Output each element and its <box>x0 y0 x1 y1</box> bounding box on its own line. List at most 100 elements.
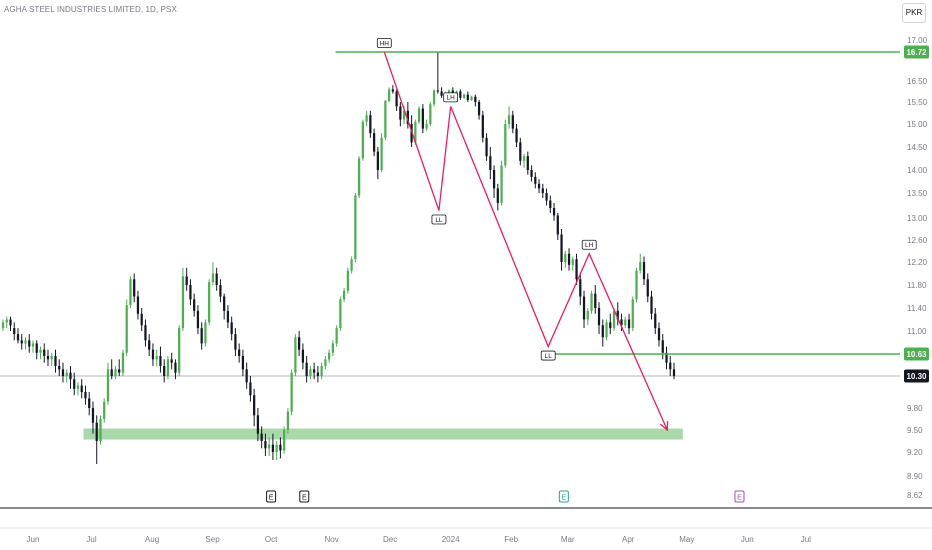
candle-body <box>264 441 267 449</box>
currency-button[interactable]: PKR <box>902 3 926 23</box>
candle-body <box>395 91 398 107</box>
candle-body <box>46 356 50 360</box>
x-tick-label: Apr <box>622 535 635 544</box>
candle-body <box>650 296 653 314</box>
candle-body <box>526 156 529 170</box>
candle-body <box>200 328 203 344</box>
candle-body <box>414 121 417 143</box>
candle-body <box>125 305 128 353</box>
candle-body <box>238 349 241 356</box>
candle-body <box>39 349 42 353</box>
candle-body <box>159 356 162 366</box>
earnings-event-marker <box>734 490 745 503</box>
pattern-label: LL <box>435 217 443 224</box>
candle-body <box>515 128 518 143</box>
x-tick-label: Dec <box>383 535 397 544</box>
candle-body <box>61 369 65 376</box>
x-tick-label: May <box>679 535 694 544</box>
candle-body <box>80 385 83 392</box>
x-tick-label: Nov <box>324 535 338 544</box>
candle-body <box>271 444 275 452</box>
candle-body <box>436 90 439 92</box>
arrow-head <box>659 420 669 432</box>
candle-body <box>114 369 117 376</box>
candle-body <box>447 90 451 94</box>
candle-body <box>534 176 537 184</box>
candle-body <box>665 352 668 363</box>
candle-body <box>597 308 601 326</box>
candle-body <box>402 110 406 120</box>
candle-body <box>5 319 8 323</box>
candle-body <box>260 433 263 441</box>
y-tick-label: 9.50 <box>907 426 923 435</box>
candle-body <box>350 259 353 271</box>
candle-body <box>103 401 106 419</box>
candle-body <box>492 170 496 189</box>
candle-body <box>612 310 616 329</box>
candle-body <box>481 115 484 138</box>
candle-body <box>639 262 642 271</box>
candle-body <box>541 188 544 193</box>
candle-body <box>601 325 604 338</box>
candle-body <box>646 279 649 297</box>
candle-body <box>440 91 443 96</box>
candle-body <box>384 100 387 138</box>
candle-body <box>43 349 46 356</box>
candle-body <box>631 299 634 329</box>
candle-body <box>669 362 672 370</box>
candle-body <box>28 340 31 347</box>
candle-body <box>624 319 627 326</box>
candle-body <box>507 115 511 124</box>
earnings-event-marker <box>266 490 277 503</box>
candle-body <box>65 372 68 376</box>
candle-body <box>305 362 308 376</box>
y-tick-label: 12.20 <box>907 258 928 267</box>
candle-body <box>511 115 514 129</box>
candle-body <box>219 285 222 297</box>
y-tick-label: 15.50 <box>907 98 928 107</box>
candle-body <box>316 372 320 376</box>
candle-body <box>328 352 331 360</box>
candle-body <box>372 133 376 152</box>
y-tick-label: 11.80 <box>907 281 927 290</box>
candle-body <box>54 356 57 366</box>
candle-body <box>268 444 271 449</box>
pattern-label-box <box>376 38 392 48</box>
y-tick-label: 11.00 <box>907 327 927 336</box>
candle-body <box>223 296 226 311</box>
candle-body <box>594 293 597 308</box>
candle-body <box>298 337 301 350</box>
candle-body <box>361 121 364 159</box>
price-tag <box>904 369 929 383</box>
candle-body <box>537 183 541 189</box>
candle-body <box>121 352 125 373</box>
candle-body <box>241 356 245 370</box>
candle-body <box>522 156 526 161</box>
candle-body <box>226 310 230 323</box>
x-tick-label: Feb <box>504 535 518 544</box>
x-tick-label: 2024 <box>442 535 460 544</box>
candle-body <box>579 279 582 297</box>
candle-body <box>148 340 151 350</box>
candle-body <box>462 94 466 98</box>
x-tick-label: Jun <box>27 535 40 544</box>
candle-body <box>432 90 436 105</box>
candle-body <box>193 299 196 311</box>
candle-body <box>496 188 499 203</box>
candle-body <box>564 253 567 262</box>
pattern-label-box <box>581 239 597 250</box>
candle-body <box>88 398 91 408</box>
candle-body <box>530 170 533 177</box>
candle-body <box>313 369 316 373</box>
candle-body <box>290 372 293 412</box>
candle-body <box>545 193 548 201</box>
y-tick-label: 13.00 <box>907 214 928 223</box>
x-tick-label: Oct <box>265 535 278 544</box>
earnings-event-marker <box>299 490 310 503</box>
price-tag-label: 10.63 <box>906 350 927 359</box>
candle-body <box>253 395 256 416</box>
y-tick-label: 14.00 <box>907 166 928 175</box>
candle-body <box>69 372 72 380</box>
candle-body <box>672 369 676 376</box>
